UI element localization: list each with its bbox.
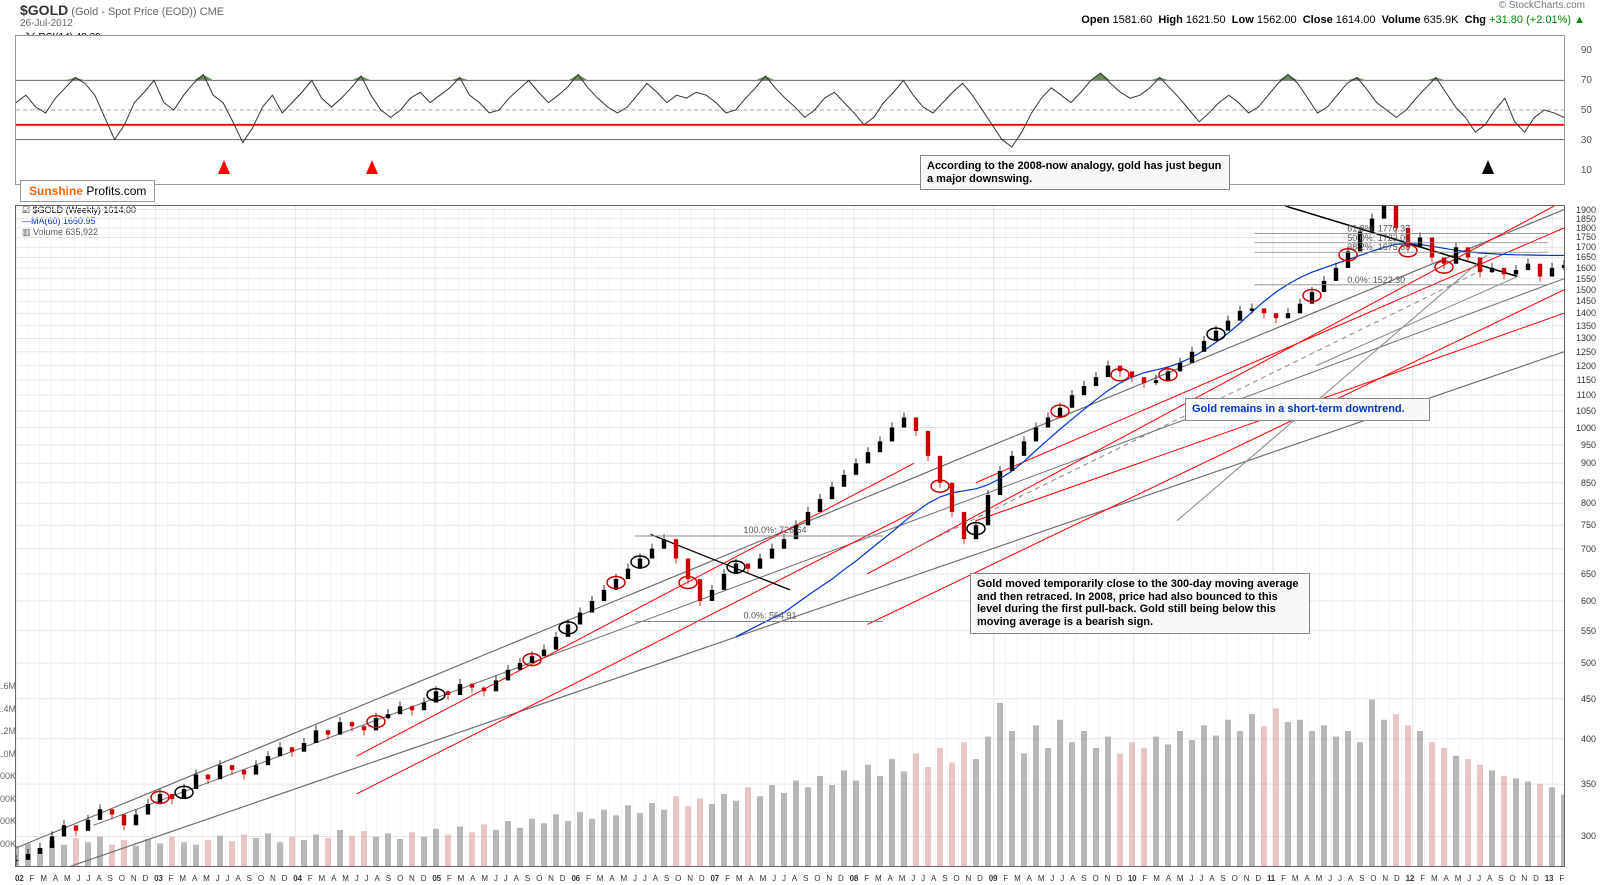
ohlc-bar: Open 1581.60 High 1621.50 Low 1562.00 Cl… [1081, 14, 1585, 26]
ticker-subtitle: (Gold - Spot Price (EOD)) CME [71, 6, 224, 18]
watermark-left: Sunshine [29, 184, 83, 198]
price-panel: 100.0%: 1923.7061.8%: 1770.3750.0%: 1723… [15, 205, 1565, 867]
svg-text:0.0%: 564.91: 0.0%: 564.91 [744, 610, 797, 620]
rsi-panel: 1030507090 [15, 35, 1565, 185]
price-svg: 100.0%: 1923.7061.8%: 1770.3750.0%: 1723… [16, 206, 1564, 866]
attribution: © StockCharts.com [1499, 0, 1585, 11]
annotation-ma: Gold moved temporarily close to the 300-… [970, 573, 1310, 634]
rsi-svg [16, 36, 1564, 184]
ticker-symbol: $GOLD [20, 2, 68, 18]
x-axis: 02FMAMJJASOND03FMAMJJASOND04FMAMJJASOND0… [15, 874, 1565, 883]
svg-text:0.0%: 1522.30: 0.0%: 1522.30 [1347, 275, 1405, 285]
annotation-shortterm: Gold remains in a short-term downtrend. [1185, 398, 1430, 421]
svg-text:100.0%: 726.64: 100.0%: 726.64 [744, 525, 807, 535]
annotation-rsi: According to the 2008-now analogy, gold … [920, 155, 1230, 190]
watermark-right: Profits.com [86, 184, 146, 198]
watermark: Sunshine Profits.com [20, 180, 155, 202]
svg-text:38.2%: 1675.63: 38.2%: 1675.63 [1347, 242, 1410, 252]
